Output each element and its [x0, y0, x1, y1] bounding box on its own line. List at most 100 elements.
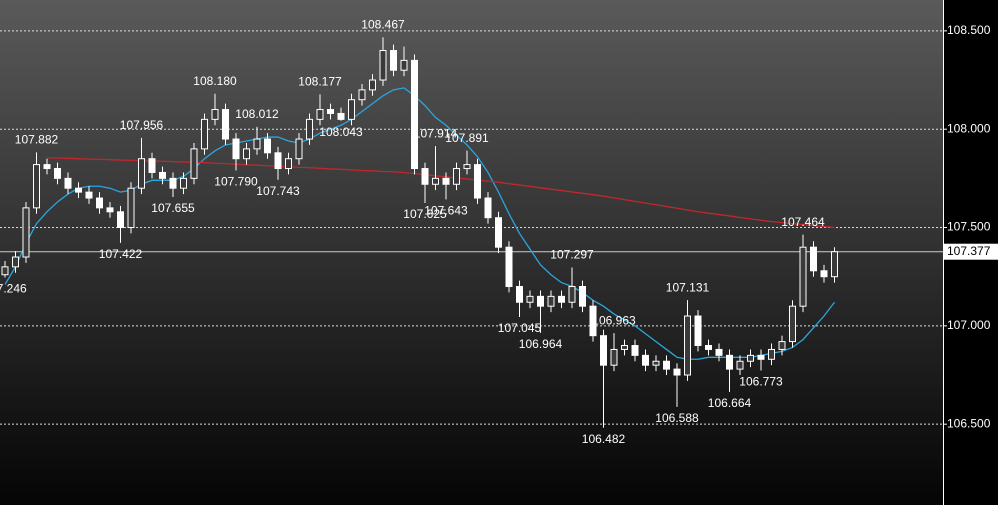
y-tick-label: 108.000	[947, 121, 991, 135]
high-label: 108.012	[235, 107, 279, 121]
low-label: 107.246	[0, 282, 27, 296]
y-tick-label: 107.500	[947, 220, 991, 234]
candle-body	[190, 148, 198, 179]
moving-average-line	[46, 157, 835, 229]
candle-body	[285, 158, 292, 170]
low-label: 106.773	[739, 375, 783, 389]
candle-body	[1, 266, 9, 276]
low-label: 107.743	[256, 184, 300, 198]
candle-body	[694, 315, 702, 347]
candle-body	[411, 59, 418, 170]
low-label: 106.664	[708, 396, 752, 410]
candle-body	[747, 354, 754, 362]
candle-body	[631, 345, 639, 356]
candle-body	[369, 79, 376, 91]
candle-body	[64, 177, 72, 189]
candle-body	[253, 138, 261, 150]
candle-body	[516, 286, 523, 303]
candle-body	[453, 168, 460, 185]
candle-body	[705, 345, 712, 350]
candle-body	[558, 295, 565, 303]
candle-body	[831, 251, 838, 278]
last-price-label: 107.377	[947, 244, 991, 258]
candle-body	[201, 118, 208, 150]
candle-body	[484, 197, 492, 219]
candle-body	[106, 207, 114, 213]
candle-body	[726, 354, 733, 370]
candle-body	[579, 286, 586, 307]
low-label: 107.625	[403, 207, 447, 221]
candle-body	[568, 286, 576, 303]
candle-body	[54, 168, 61, 179]
low-label: 108.043	[319, 125, 363, 139]
candle-body	[642, 354, 649, 366]
candle-body	[264, 138, 271, 154]
y-tick-label: 107.000	[947, 318, 991, 332]
candle-body	[810, 246, 817, 272]
y-tick-label: 106.500	[947, 416, 991, 430]
candle-body	[232, 138, 240, 160]
candle-body	[526, 295, 534, 303]
candle-body	[12, 256, 19, 268]
plot-background	[0, 0, 943, 505]
low-label: 106.964	[519, 337, 563, 351]
candle-body	[96, 197, 103, 209]
candle-body	[22, 207, 30, 258]
high-label: 107.956	[120, 118, 164, 132]
candle-body	[757, 354, 765, 360]
candle-body	[33, 164, 40, 209]
candle-body	[85, 191, 93, 199]
candle-body	[799, 246, 807, 307]
candle-body	[652, 360, 660, 366]
candle-body	[736, 360, 744, 370]
high-label: 106.963	[592, 313, 636, 327]
candle-body	[117, 211, 124, 229]
low-label: 107.790	[214, 175, 258, 189]
candle-body	[127, 187, 135, 229]
candle-body	[547, 295, 555, 307]
candle-body	[211, 109, 219, 120]
low-label: 107.643	[424, 204, 468, 218]
candle-body	[274, 152, 282, 170]
candle-body	[600, 335, 607, 366]
candle-body	[358, 89, 366, 101]
y-tick-label: 108.500	[947, 23, 991, 37]
high-label: 107.131	[666, 280, 710, 294]
candle-body	[589, 305, 597, 337]
candle-body	[43, 164, 51, 170]
candle-body	[663, 360, 670, 370]
low-label: 107.045	[498, 321, 542, 335]
candle-body	[789, 305, 796, 343]
high-label: 107.891	[445, 131, 489, 145]
candle-body	[768, 348, 775, 360]
candle-body	[169, 177, 177, 189]
candle-body	[505, 246, 513, 288]
candle-body	[778, 341, 786, 350]
candle-body	[432, 177, 439, 185]
candle-body	[243, 148, 250, 160]
high-label: 107.297	[550, 248, 594, 262]
candle-body	[316, 109, 324, 120]
candle-body	[715, 348, 723, 356]
candle-body	[400, 59, 408, 71]
candle-body	[159, 171, 166, 179]
low-label: 107.655	[151, 201, 195, 215]
candle-body	[442, 177, 450, 185]
high-label: 108.177	[298, 75, 342, 89]
candle-body	[474, 164, 481, 199]
low-label: 106.482	[582, 432, 626, 446]
candle-body	[306, 118, 313, 140]
candle-body	[379, 50, 387, 81]
high-label: 107.914	[414, 126, 458, 140]
candle-body	[673, 368, 681, 376]
candle-body	[610, 348, 618, 366]
candle-body	[75, 187, 82, 193]
high-label: 108.467	[361, 18, 405, 32]
candle-body	[180, 177, 187, 189]
high-label: 107.464	[781, 215, 825, 229]
candle-body	[463, 164, 471, 170]
low-label: 107.422	[99, 247, 143, 261]
candle-body	[684, 315, 691, 376]
candle-body	[295, 138, 303, 160]
high-label: 108.180	[193, 74, 237, 88]
